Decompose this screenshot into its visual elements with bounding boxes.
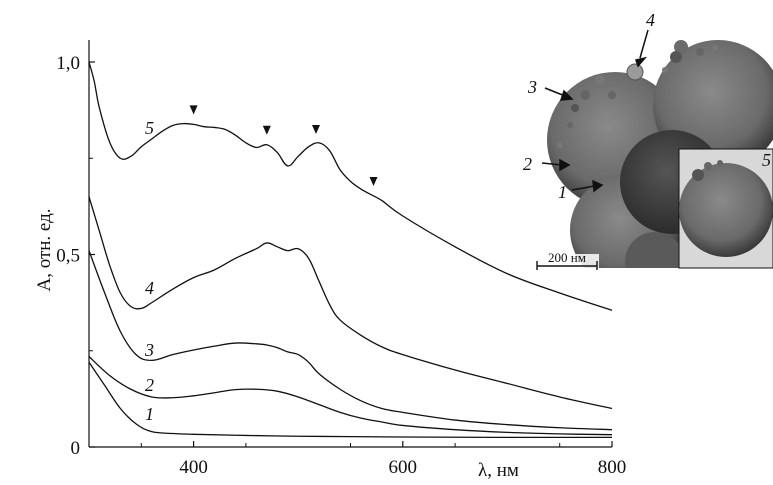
peak-markers [189, 105, 378, 186]
scale-bar-label: 200 нм [548, 250, 586, 265]
tem-sub-inset [678, 148, 773, 269]
series-label-1: 1 [145, 404, 154, 424]
series-label-5: 5 [145, 118, 154, 138]
inset-label-3: 3 [527, 77, 537, 97]
particle-small [595, 75, 605, 85]
particle-small [704, 162, 712, 170]
peak-marker [262, 125, 271, 135]
inset-arrows [541, 29, 649, 193]
x-tick-label: 400 [179, 457, 208, 478]
axis-ticks: 400 600 800 0 0,5 1,0 [56, 53, 626, 478]
particle-small [692, 169, 704, 181]
particle-small [712, 45, 718, 51]
series-line-2 [88, 356, 613, 436]
inset-label-5: 5 [762, 150, 771, 170]
inset-label-1: 1 [558, 182, 567, 202]
particle-small [571, 104, 579, 112]
particle-small [608, 91, 616, 99]
series-lines [88, 61, 613, 439]
particle-small [557, 142, 563, 148]
series-line-5 [88, 61, 613, 311]
particle-small [674, 40, 688, 54]
x-tick-label: 800 [598, 457, 627, 478]
series-label-3: 3 [144, 340, 154, 360]
series-line-1 [88, 361, 613, 439]
inset-label-4: 4 [646, 10, 655, 30]
y-tick-label: 0,5 [56, 246, 80, 267]
series-line-3 [88, 250, 613, 431]
y-tick-label: 0 [71, 438, 81, 459]
particle-small [567, 122, 573, 128]
particle-small [662, 67, 668, 73]
series-label-4: 4 [145, 278, 154, 298]
particle-small [670, 51, 682, 63]
particle-small [696, 48, 704, 56]
inset-label-2: 2 [523, 154, 532, 174]
sphere-5 [679, 163, 773, 257]
peak-marker [369, 176, 378, 186]
scale-bar [533, 254, 599, 270]
y-tick-label: 1,0 [56, 53, 80, 74]
peak-marker [189, 105, 198, 115]
x-axis-title: λ, нм [478, 460, 519, 481]
series-line-4 [88, 196, 613, 410]
x-tick-label: 600 [389, 457, 418, 478]
particle-small [717, 160, 723, 166]
series-label-2: 2 [145, 375, 154, 395]
tem-inset-image [547, 40, 773, 268]
particle-4 [626, 63, 644, 81]
series-labels: 1 2 3 4 5 [144, 118, 154, 424]
sphere-bottom [625, 232, 685, 268]
peak-marker [311, 125, 320, 135]
y-axis-title: A, отн. ед. [34, 208, 55, 291]
particle-small [580, 90, 590, 100]
